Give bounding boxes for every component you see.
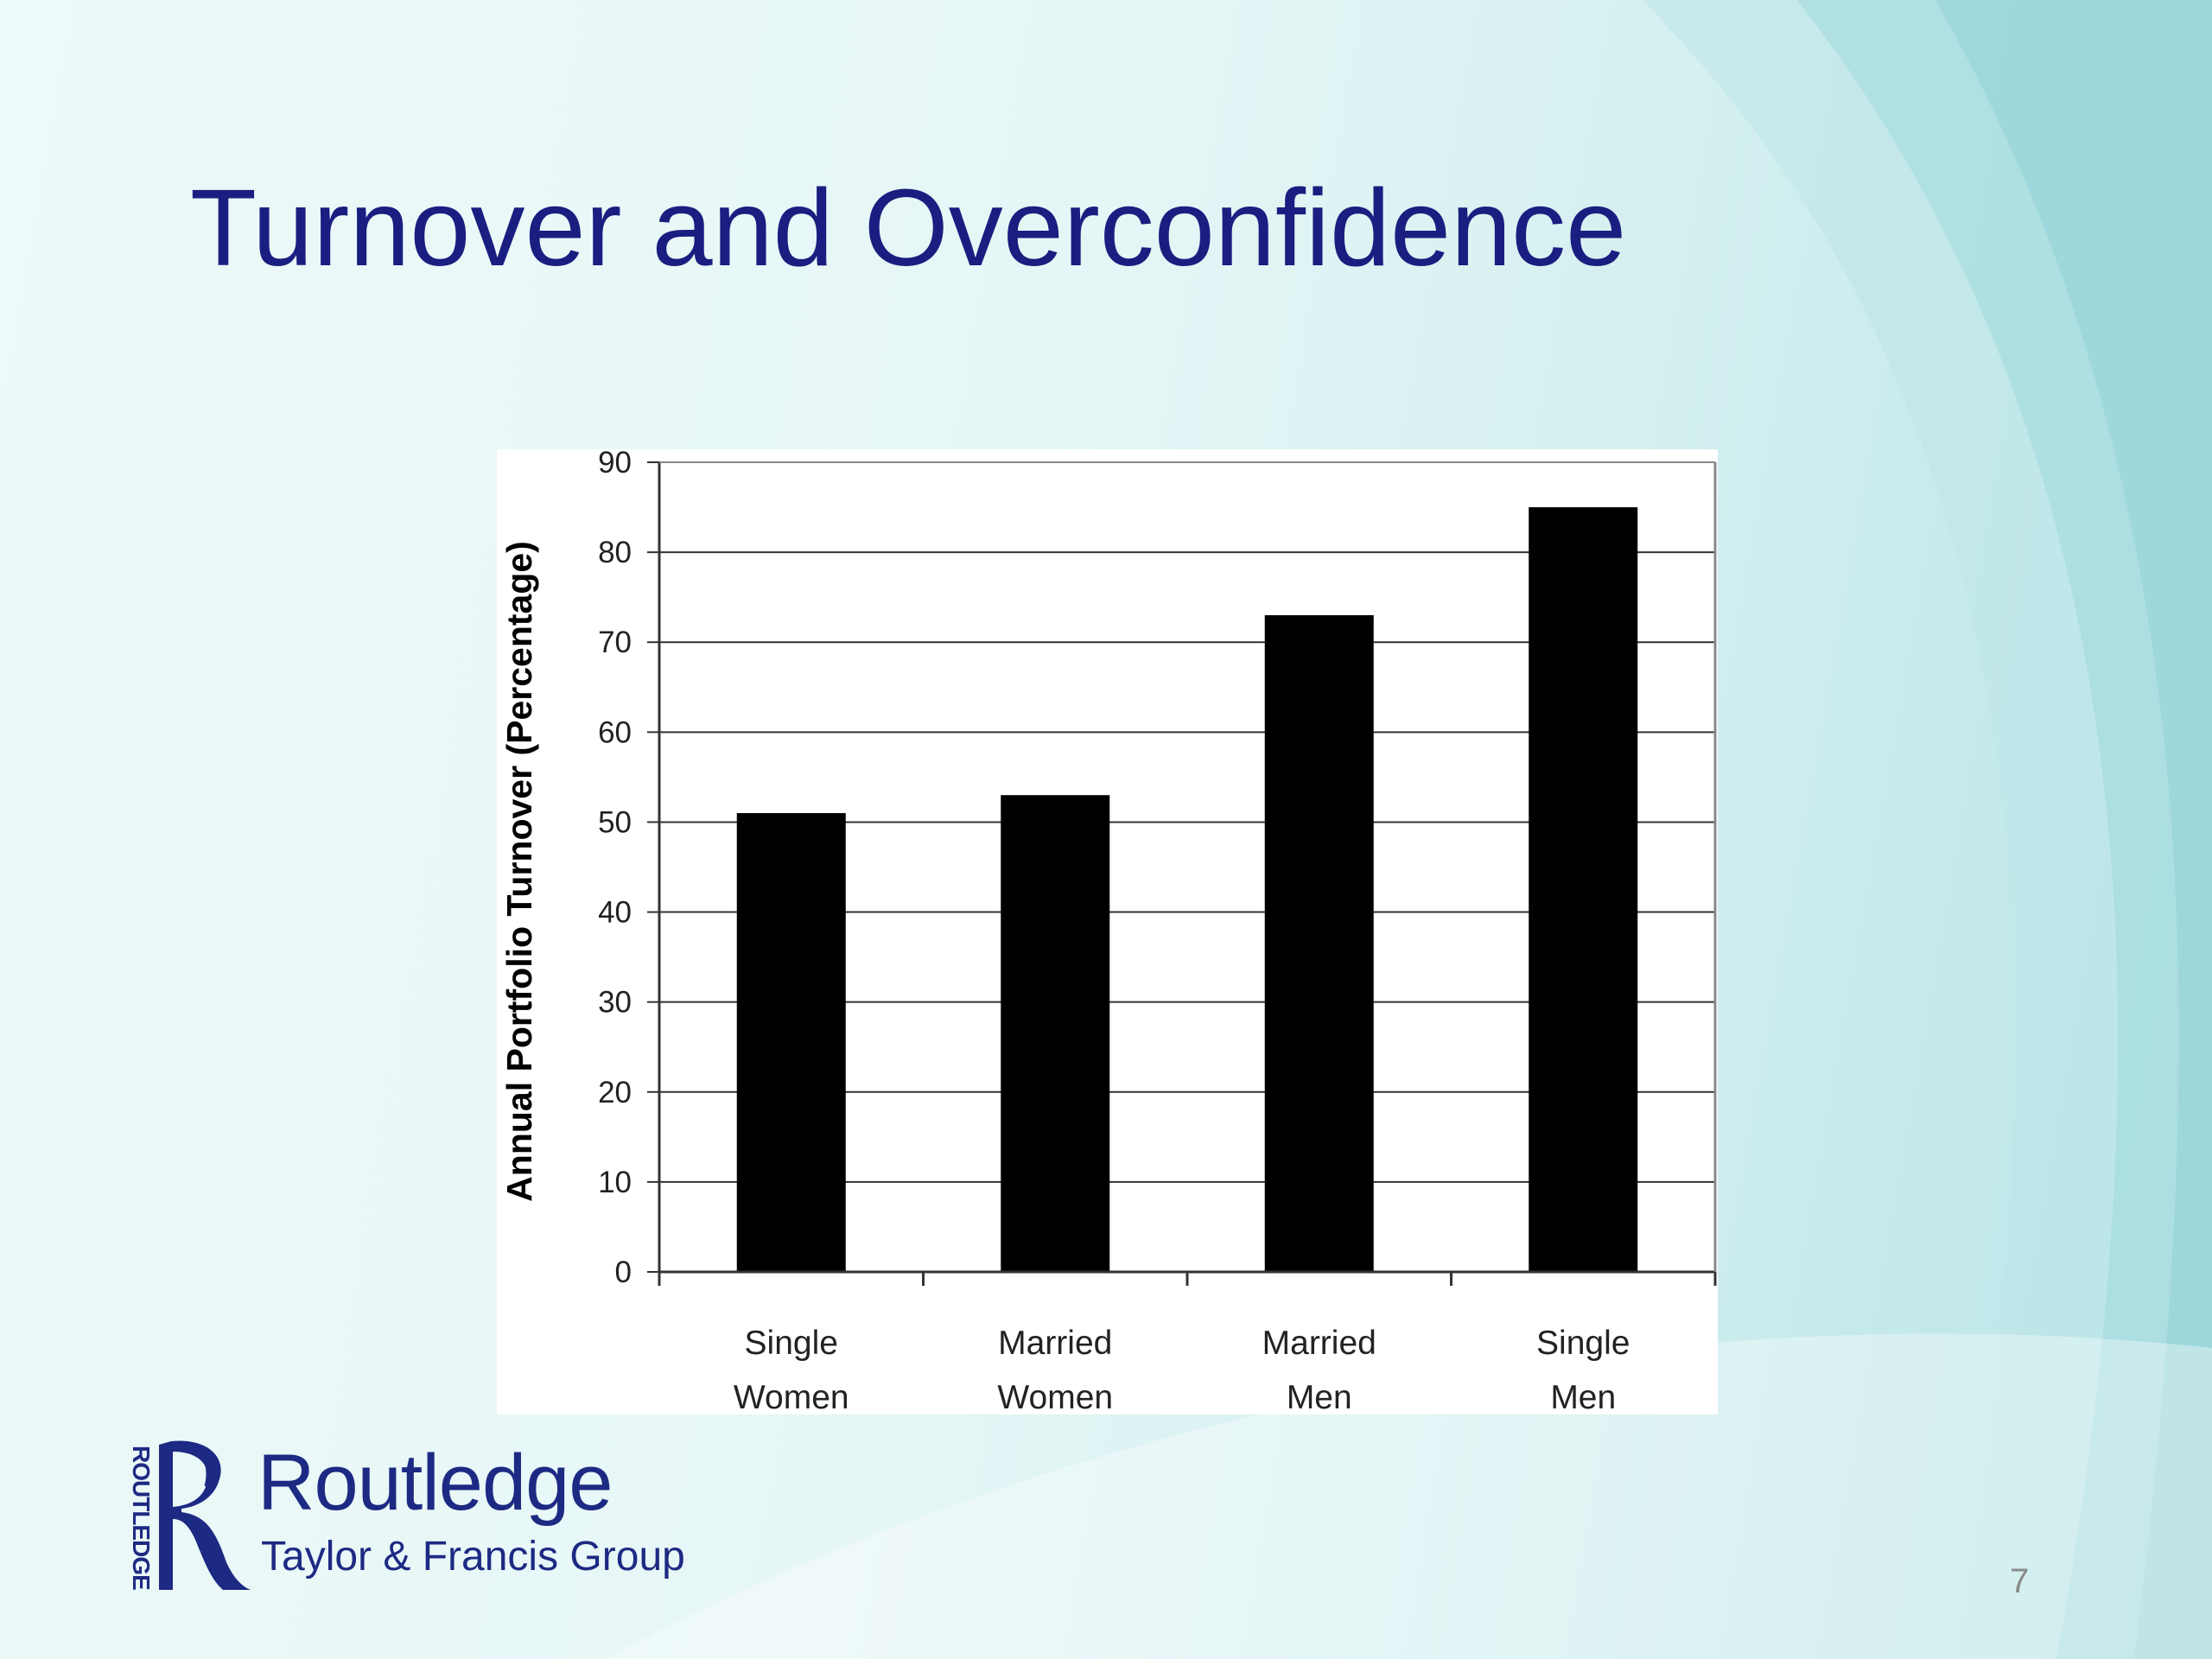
y-axis-title: Annual Portfolio Turnover (Percentage)	[499, 541, 539, 1202]
y-tick-label: 90	[598, 449, 632, 480]
y-tick-label: 60	[598, 715, 632, 749]
bar-chart: 0 10 20 30 40 50 60 70 80 90 Single Women Married Wo…	[497, 449, 1718, 1414]
logo-vertical-text: ROUTLEDGE	[128, 1445, 155, 1590]
y-tick-label: 10	[598, 1166, 632, 1199]
y-tick-label: 40	[598, 896, 632, 930]
chart-canvas: 0 10 20 30 40 50 60 70 80 90 Single Women Married Wo…	[499, 449, 1717, 1414]
routledge-logo-mark	[159, 1440, 251, 1590]
axes	[647, 461, 1717, 1286]
slide-title: Turnover and Overconfidence	[190, 167, 1627, 289]
x-category-label-line: Men	[1287, 1379, 1352, 1414]
x-category-label-line: Single	[1536, 1325, 1630, 1362]
bar	[736, 813, 846, 1272]
y-tick-label: 20	[598, 1076, 632, 1109]
x-category-label-line: Single	[745, 1325, 838, 1362]
category-labels: Single Women Married Women Married Men Single M…	[734, 1325, 1630, 1414]
bars	[736, 507, 1638, 1272]
x-category-label-line: Married	[1262, 1325, 1376, 1362]
x-category-label-line: Women	[734, 1379, 849, 1414]
x-category-label: Married Men	[1262, 1325, 1376, 1414]
y-tick-label: 80	[598, 536, 632, 569]
bar	[1529, 507, 1638, 1272]
x-category-label: Married Women	[997, 1325, 1113, 1414]
y-tick-label: 50	[598, 805, 632, 839]
bar	[1264, 614, 1374, 1272]
logo-tagline: Taylor & Francis Group	[261, 1534, 685, 1580]
page-number: 7	[2010, 1562, 2030, 1600]
y-tick-labels: 0 10 20 30 40 50 60 70 80 90	[598, 449, 632, 1289]
x-category-label: Single Men	[1536, 1325, 1630, 1414]
y-tick-label: 30	[598, 986, 632, 1020]
logo-name: Routledge	[257, 1439, 613, 1527]
y-tick-label: 70	[598, 626, 632, 659]
bar	[1001, 795, 1110, 1272]
x-category-label-line: Married	[998, 1325, 1112, 1362]
x-category-label-line: Women	[997, 1379, 1113, 1414]
y-tick-label: 0	[615, 1255, 632, 1289]
x-category-label-line: Men	[1550, 1379, 1616, 1414]
x-category-label: Single Women	[734, 1325, 849, 1414]
